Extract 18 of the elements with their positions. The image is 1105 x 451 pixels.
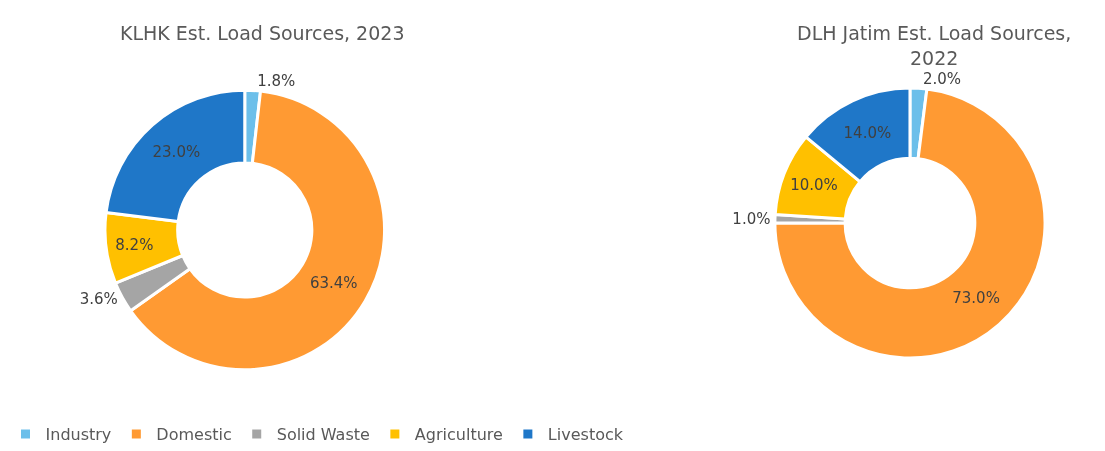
data-label: 14.0%	[843, 123, 892, 142]
data-label: 1.8%	[257, 72, 296, 91]
data-label: 3.6%	[79, 290, 118, 309]
data-label: 23.0%	[152, 143, 201, 162]
legend-label: Livestock	[547, 425, 624, 445]
legend-label: Agriculture	[414, 425, 503, 445]
data-label: 8.2%	[115, 235, 154, 254]
donut-slice	[773, 87, 1047, 360]
legend-label: Solid Waste	[276, 425, 370, 445]
legend-label: Industry	[45, 425, 112, 445]
legend-label: Domestic	[156, 425, 232, 445]
data-label: 63.4%	[309, 273, 358, 292]
chart-title: KLHK Est. Load Sources, 2023	[120, 22, 405, 44]
data-label: 2.0%	[922, 70, 962, 89]
data-label: 10.0%	[790, 176, 838, 195]
chart-title: DLH Jatim Est. Load Sources, 2022	[797, 22, 1072, 69]
data-label: 1.0%	[732, 209, 771, 228]
data-label: 73.0%	[952, 289, 1000, 307]
